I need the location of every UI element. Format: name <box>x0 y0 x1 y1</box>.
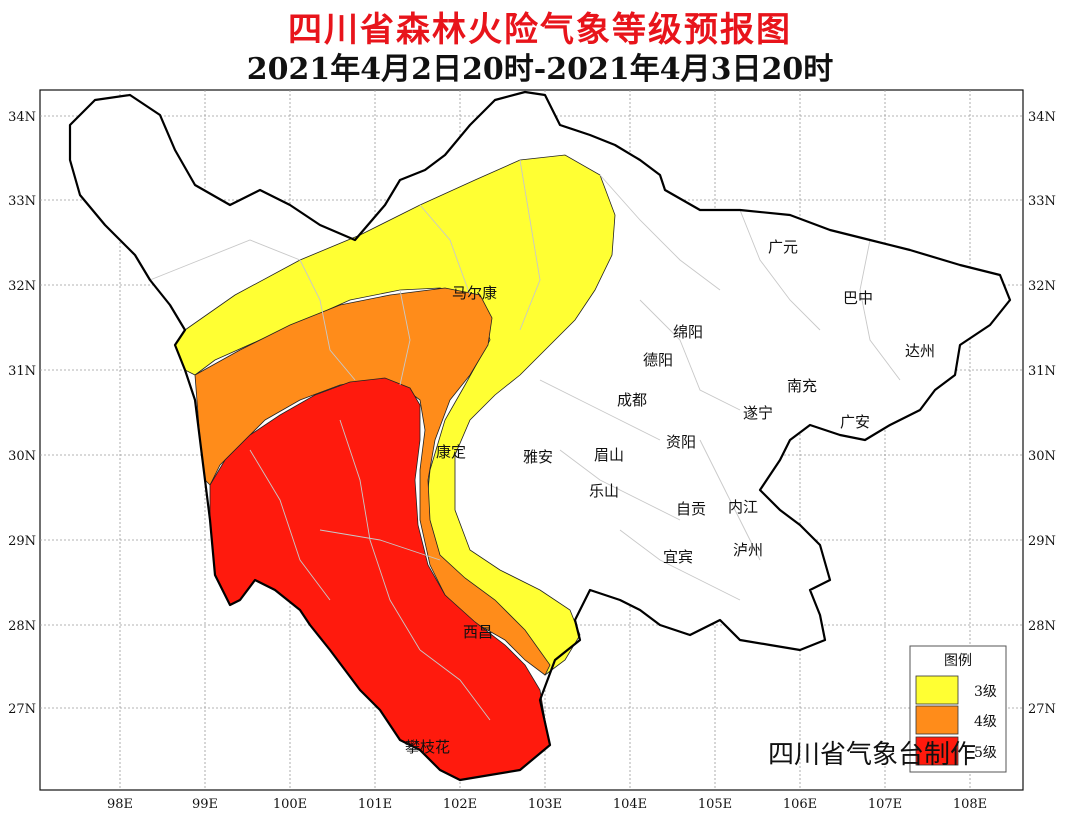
boundary-line <box>599 174 721 291</box>
legend-label-level-3: 3级 <box>974 684 997 700</box>
boundary-line <box>319 529 441 561</box>
city-label-luzhou: 泸州 <box>733 541 763 559</box>
y-tick-label: 31N <box>8 364 36 379</box>
boundary-line <box>339 419 421 651</box>
boundary-line <box>419 649 491 721</box>
city-labels: 广元 巴中 马尔康 绵阳 达州 德阳 南充 成都 遂宁 广安 康定 雅安 眉山 … <box>405 238 935 756</box>
x-tick-label: 106E <box>783 797 817 812</box>
map-title: 四川省森林火险气象等级预报图 <box>288 10 792 50</box>
city-label-chengdu: 成都 <box>617 391 647 409</box>
y-tick-label: 28N <box>1028 619 1056 634</box>
boundary-line <box>249 449 331 601</box>
boundary-line <box>699 439 761 561</box>
legend: 图例 3级 4级 5级 <box>909 645 1007 773</box>
x-tick-label: 105E <box>698 797 732 812</box>
y-tick-label: 30N <box>8 449 36 464</box>
x-tick-label: 107E <box>868 797 902 812</box>
y-tick-label: 32N <box>8 279 36 294</box>
risk-zone-level-4 <box>194 287 551 676</box>
boundary-line <box>739 209 821 331</box>
credit-text: 四川省气象台制作 <box>768 740 976 770</box>
y-tick-label: 34N <box>8 110 36 125</box>
city-label-kangding: 康定 <box>436 443 466 461</box>
y-tick-label: 33N <box>1028 194 1056 209</box>
legend-title: 图例 <box>944 653 972 669</box>
x-tick-label: 101E <box>358 797 392 812</box>
y-tick-labels-left: 34N 33N 32N 31N 30N 29N 28N 27N <box>8 110 36 717</box>
x-tick-label: 99E <box>192 797 218 812</box>
boundary-line <box>299 259 356 381</box>
city-label-suining: 遂宁 <box>743 404 773 422</box>
x-tick-label: 98E <box>107 797 133 812</box>
y-tick-label: 32N <box>1028 279 1056 294</box>
city-label-yibin: 宜宾 <box>663 548 693 566</box>
x-tick-label: 104E <box>613 797 647 812</box>
legend-swatch-level-4 <box>915 705 959 735</box>
risk-zone-level-3 <box>174 154 616 676</box>
city-label-panzhihua: 攀枝花 <box>405 738 450 756</box>
y-tick-label: 29N <box>8 534 36 549</box>
x-tick-label: 103E <box>528 797 562 812</box>
y-tick-label: 28N <box>8 619 36 634</box>
legend-swatch-level-3 <box>915 675 959 705</box>
legend-swatch-level-5 <box>915 736 959 766</box>
boundary-line <box>399 289 411 386</box>
map-subtitle: 2021年4月2日20时-2021年4月3日20时 <box>246 52 834 87</box>
boundary-line <box>559 449 681 521</box>
city-label-bazhong: 巴中 <box>843 289 873 307</box>
y-tick-label: 33N <box>8 194 36 209</box>
boundary-line <box>639 299 741 411</box>
county-boundaries <box>149 159 901 721</box>
y-tick-label: 30N <box>1028 449 1056 464</box>
legend-label-level-4: 4级 <box>974 714 997 730</box>
province-border <box>68 90 1012 782</box>
boundary-line <box>149 239 301 281</box>
x-tick-label: 100E <box>273 797 307 812</box>
y-tick-label: 27N <box>8 702 36 717</box>
city-label-guangyuan: 广元 <box>768 238 798 256</box>
city-label-ziyang: 资阳 <box>666 433 696 451</box>
y-tick-label: 34N <box>1028 110 1056 125</box>
boundary-line <box>519 159 541 331</box>
legend-label-level-5: 5级 <box>974 745 997 761</box>
boundary-line <box>419 204 471 296</box>
x-tick-label: 102E <box>443 797 477 812</box>
city-label-dazhou: 达州 <box>905 342 935 360</box>
city-label-guangan: 广安 <box>840 413 870 431</box>
city-label-xichang: 西昌 <box>463 623 493 641</box>
y-tick-label: 27N <box>1028 702 1056 717</box>
y-tick-label: 31N <box>1028 364 1056 379</box>
y-tick-labels-right: 34N 33N 32N 31N 30N 29N 28N 27N <box>1028 110 1056 717</box>
boundary-line <box>539 379 661 441</box>
city-label-deyang: 德阳 <box>643 351 673 369</box>
city-label-neijiang: 内江 <box>728 498 758 516</box>
boundary-line <box>619 529 741 601</box>
boundary-line <box>859 239 901 381</box>
x-tick-labels: 98E 99E 100E 101E 102E 103E 104E 105E 10… <box>107 797 987 812</box>
map-frame <box>39 89 1024 791</box>
city-label-mianyang: 绵阳 <box>673 323 703 341</box>
x-tick-label: 108E <box>953 797 987 812</box>
city-label-yaan: 雅安 <box>523 448 553 466</box>
y-tick-label: 29N <box>1028 534 1056 549</box>
city-label-zigong: 自贡 <box>676 500 706 518</box>
city-label-nanchong: 南充 <box>787 377 817 395</box>
city-label-maerkang: 马尔康 <box>452 284 497 302</box>
city-label-leshan: 乐山 <box>589 482 619 500</box>
city-label-meishan: 眉山 <box>594 446 624 464</box>
